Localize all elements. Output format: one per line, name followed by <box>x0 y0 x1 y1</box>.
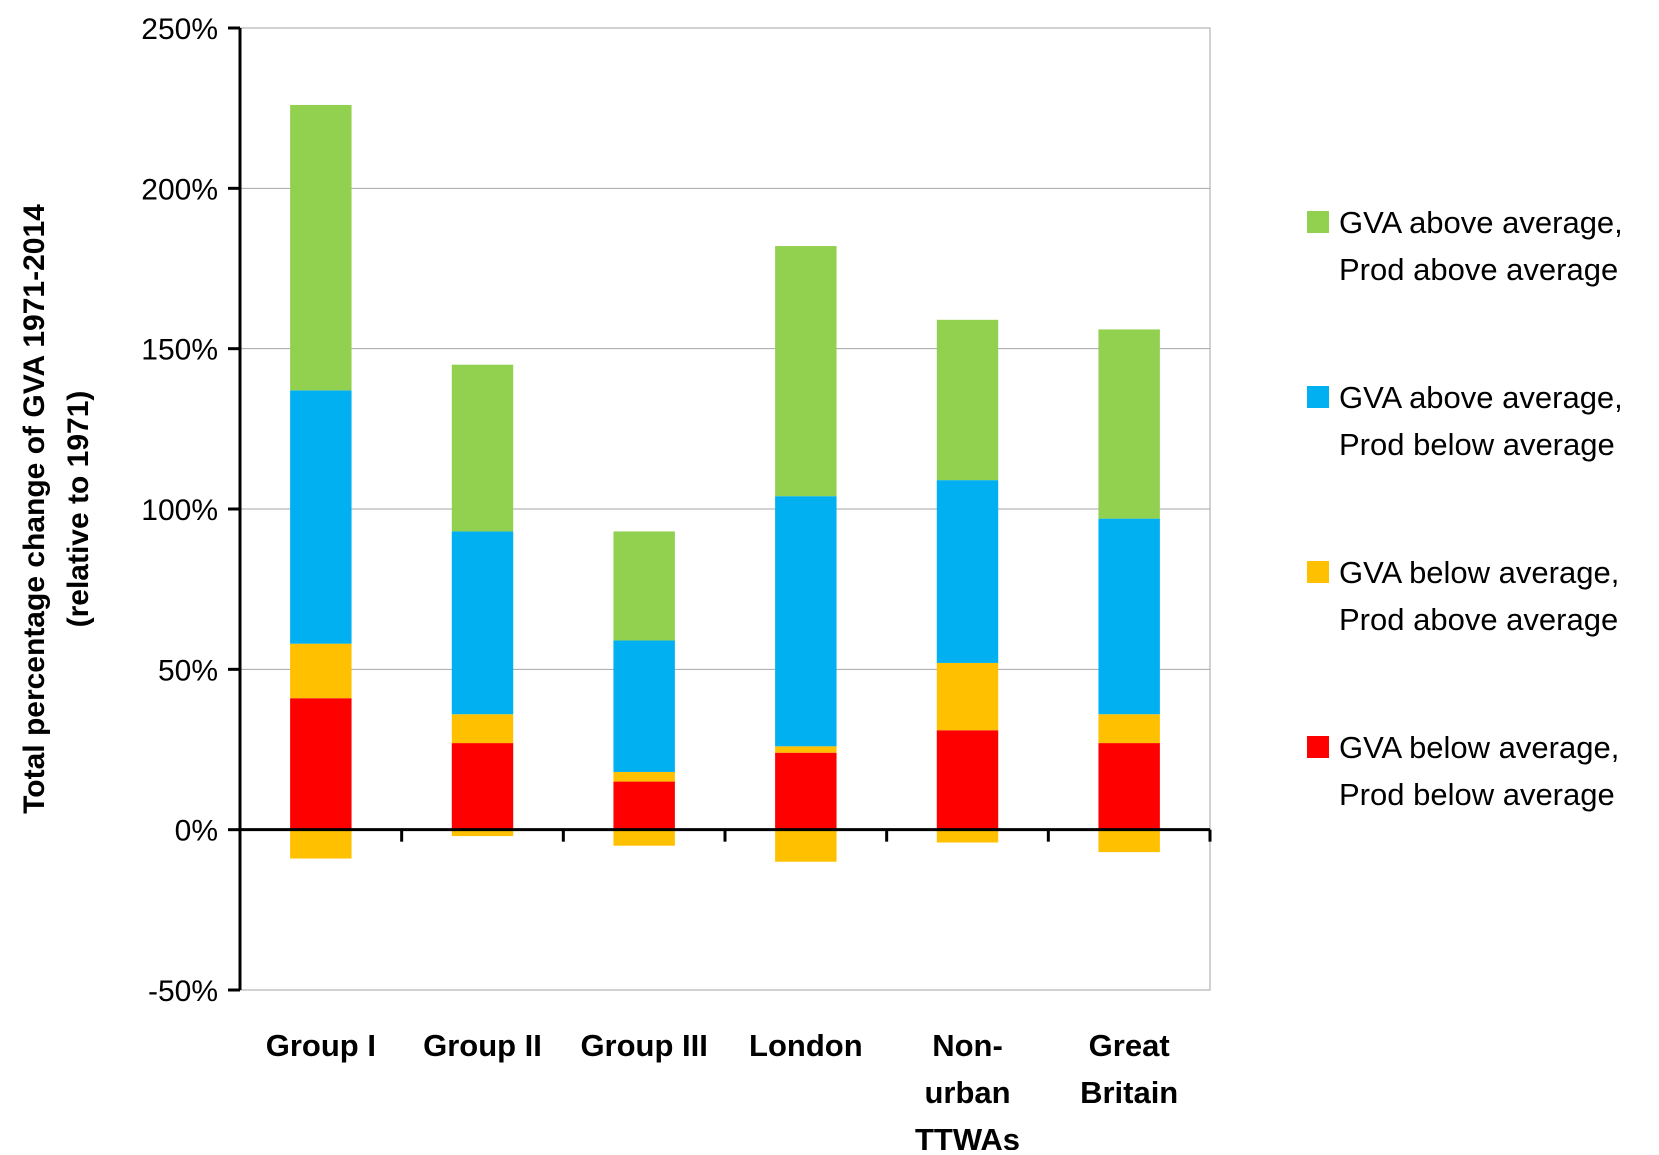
bar-segment <box>775 752 837 830</box>
legend-label: Prod above average <box>1339 602 1618 637</box>
bar-segment <box>613 640 675 772</box>
y-tick-label: 200% <box>141 173 218 206</box>
x-category-label: Great <box>1089 1028 1170 1063</box>
gridlines <box>239 27 1211 991</box>
y-tick-label: 100% <box>141 494 218 527</box>
bar-segment <box>936 319 999 481</box>
bar-segment <box>613 531 675 641</box>
bar-segment-negative <box>1098 829 1160 853</box>
y-tick-label: 250% <box>141 13 218 46</box>
y-tick-label: -50% <box>148 975 218 1008</box>
x-category-label: urban <box>924 1075 1010 1110</box>
legend-label: GVA above average, <box>1339 380 1623 415</box>
bar-segment <box>290 643 352 699</box>
bar-segment <box>613 771 675 782</box>
legend-label: Prod above average <box>1339 252 1618 287</box>
x-category-label: Group III <box>580 1028 707 1063</box>
x-category-label: Group II <box>423 1028 542 1063</box>
legend-label: GVA above average, <box>1339 205 1623 240</box>
legend-label: GVA below average, <box>1339 730 1619 765</box>
bar-segment-negative <box>290 829 352 859</box>
bar-segment <box>936 662 999 731</box>
x-category-label: TTWAs <box>915 1122 1020 1150</box>
bar-segment <box>613 781 675 830</box>
bar-segment <box>290 390 352 644</box>
bar-segment-negative <box>613 829 675 846</box>
bars <box>290 104 1160 862</box>
legend-swatch <box>1307 736 1329 758</box>
bar-segment <box>290 698 352 830</box>
legend-label: Prod below average <box>1339 777 1615 812</box>
bar-segment <box>451 531 514 715</box>
x-category-label: Britain <box>1080 1075 1178 1110</box>
axes <box>228 26 1212 992</box>
axis-labels: -50% 0% 50% 100% 150% 200% 250% Group I Group II… <box>18 13 1178 1155</box>
legend-label: Prod below average <box>1339 427 1615 462</box>
legend-label: GVA below average, <box>1339 555 1619 590</box>
bar-segment <box>936 730 999 830</box>
legend: GVA above average, Prod above average GVA … <box>1307 205 1623 812</box>
x-category-label: London <box>749 1028 863 1063</box>
x-category-label: Group I <box>266 1028 376 1063</box>
bar-segment <box>775 246 837 497</box>
legend-swatch <box>1307 561 1329 583</box>
y-tick-label: 150% <box>141 334 218 367</box>
y-tick-label: 50% <box>158 654 218 687</box>
y-axis-title: Total percentage change of GVA 1971-2014 <box>18 204 51 814</box>
bar-segment <box>936 480 999 663</box>
bar-segment <box>451 364 514 532</box>
bar-segment <box>1098 743 1160 830</box>
legend-swatch <box>1307 211 1329 233</box>
bar-segment <box>775 496 837 747</box>
bar-segment-negative <box>936 829 999 843</box>
y-tick-label: 0% <box>175 815 218 848</box>
bar-segment <box>451 714 514 744</box>
bar-segment <box>290 104 352 391</box>
legend-swatch <box>1307 386 1329 408</box>
bar-segment <box>451 743 514 830</box>
x-category-label: Non- <box>932 1028 1003 1063</box>
y-axis-title: (relative to 1971) <box>62 391 95 628</box>
bar-segment <box>1098 714 1160 744</box>
bar-segment <box>775 746 837 753</box>
bar-segment <box>1098 518 1160 715</box>
bar-segment-negative <box>451 829 514 837</box>
bar-segment <box>1098 329 1160 519</box>
bar-segment-negative <box>775 829 837 862</box>
